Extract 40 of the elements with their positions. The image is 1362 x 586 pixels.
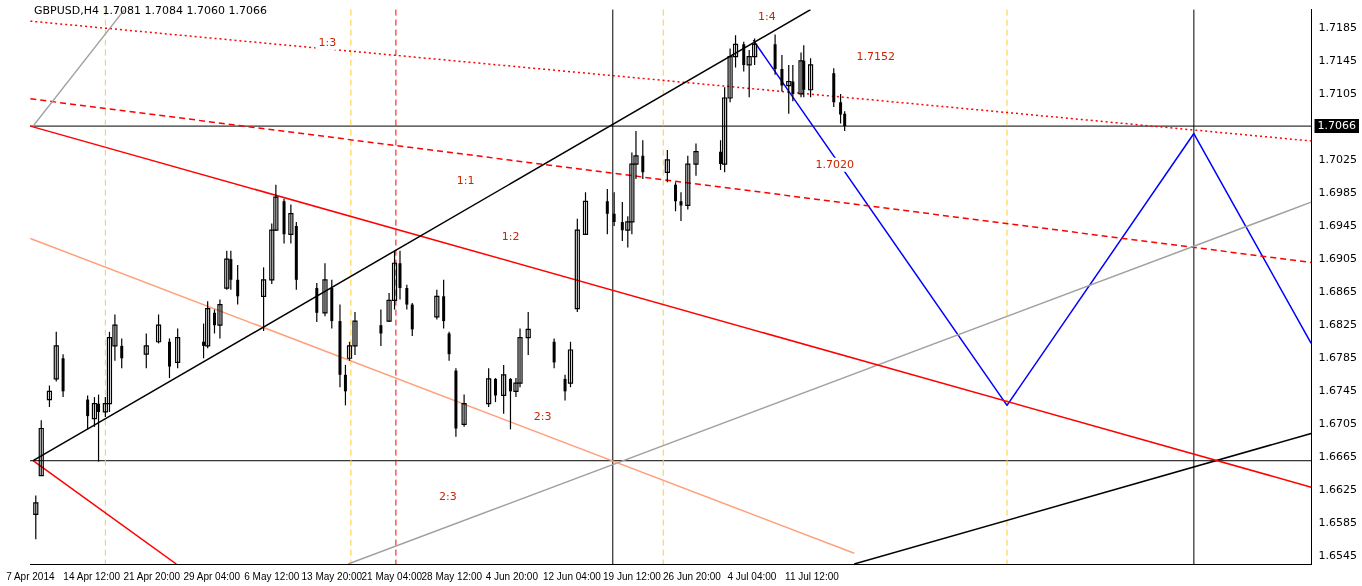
annotation: 1:4	[758, 10, 776, 24]
y-tick-label: 1.6545	[1318, 549, 1358, 563]
x-tick-label: 29 Apr 04:00	[183, 570, 241, 582]
annotation: 1.7020	[815, 157, 855, 171]
y-tick-label: 1.6665	[1318, 450, 1358, 464]
x-tick-label: 6 May 12:00	[244, 570, 300, 582]
annotation: 2:3	[438, 490, 457, 504]
x-tick-label: 28 May 12:00	[421, 570, 483, 582]
y-tick-label: 1.6705	[1318, 417, 1358, 431]
x-tick-label: 12 Jun 04:00	[542, 570, 602, 582]
x-tick-label: 26 Jun 20:00	[662, 570, 722, 582]
x-tick-label: 19 Jun 12:00	[602, 570, 662, 582]
annotation: 1:3	[318, 35, 337, 49]
y-tick-label: 1.7025	[1318, 152, 1358, 166]
x-tick-label: 21 Apr 20:00	[123, 570, 181, 582]
y-tick-label: 1.6985	[1318, 185, 1358, 199]
chart-title: GBPUSD,H4 1.7081 1.7084 1.7060 1.7066	[34, 4, 267, 17]
x-tick-label: 14 Apr 12:00	[63, 570, 121, 582]
y-tick-label: 1.6945	[1318, 218, 1358, 232]
annotation: 1:2	[501, 229, 520, 243]
annotation: 1.7152	[856, 49, 896, 63]
x-tick-label: 21 May 04:00	[361, 570, 423, 582]
y-tick-label: 1.7145	[1318, 53, 1358, 67]
annotation: 1:1	[456, 174, 475, 188]
y-tick-label: 1.6825	[1318, 318, 1358, 332]
y-tick-label: 1.6785	[1318, 351, 1358, 365]
y-tick-label: 1.6905	[1318, 251, 1358, 265]
annotation: 2:3	[533, 409, 552, 423]
x-tick-label: 4 Jul 04:00	[727, 570, 777, 582]
ref-line-label: 1.7066	[1317, 118, 1357, 132]
y-tick-label: 1.6585	[1318, 516, 1358, 530]
x-tick-label: 13 May 20:00	[301, 570, 363, 582]
x-tick-label: 11 Jul 12:00	[785, 570, 840, 582]
x-tick-label: 4 Jun 20:00	[485, 570, 539, 582]
y-tick-label: 1.7105	[1318, 86, 1358, 100]
x-tick-label: 7 Apr 2014	[6, 570, 55, 582]
y-tick-label: 1.6625	[1318, 483, 1358, 497]
y-tick-label: 1.7185	[1318, 20, 1358, 34]
y-tick-label: 1.6745	[1318, 384, 1358, 398]
y-tick-label: 1.6865	[1318, 285, 1358, 299]
